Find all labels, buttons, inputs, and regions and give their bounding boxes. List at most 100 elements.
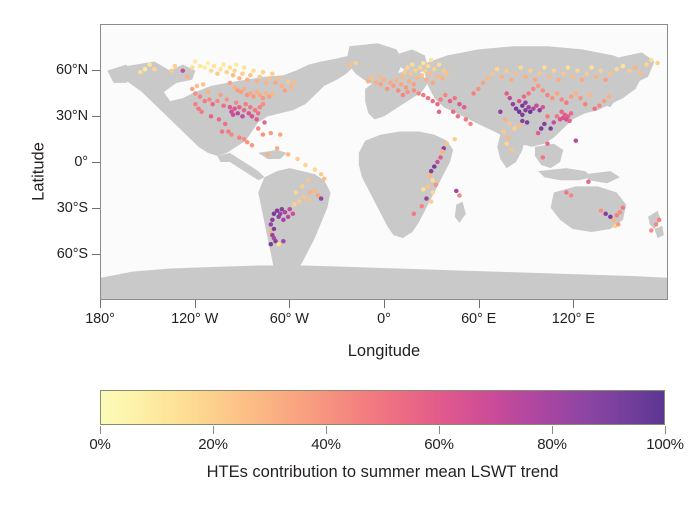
data-point [210, 101, 215, 107]
data-point [215, 71, 220, 76]
data-point [237, 104, 242, 110]
data-point [620, 63, 626, 69]
y-tick-label: 60°N [56, 62, 88, 78]
data-point [169, 68, 175, 73]
data-point [450, 109, 456, 114]
y-tick-label: 30°S [56, 200, 88, 216]
x-tick-label: 120° E [551, 311, 595, 327]
data-point [235, 111, 241, 116]
data-point [295, 156, 300, 162]
data-point [570, 74, 575, 79]
x-tick-label: 120° W [171, 311, 219, 327]
data-point [644, 62, 649, 67]
data-point [216, 117, 222, 122]
data-point [520, 118, 525, 124]
data-point [251, 68, 256, 73]
data-point [513, 71, 519, 76]
data-point [205, 60, 211, 66]
data-point [406, 79, 412, 84]
data-point [391, 83, 396, 89]
data-point [276, 76, 281, 81]
data-point [436, 109, 442, 114]
data-point [249, 143, 255, 148]
data-point [205, 89, 211, 95]
data-point [224, 69, 230, 75]
africa [358, 131, 454, 239]
data-point [268, 130, 274, 136]
australia [550, 186, 627, 233]
alaska [107, 64, 136, 83]
data-point [240, 71, 245, 76]
data-point [244, 140, 250, 145]
data-point [524, 120, 530, 125]
data-point [353, 60, 358, 66]
data-point [655, 60, 660, 66]
data-point [584, 71, 590, 76]
data-point [237, 135, 242, 140]
data-point [436, 62, 442, 67]
x-tick-label: 60° W [269, 311, 309, 327]
data-point [270, 71, 275, 76]
data-point [172, 63, 178, 69]
data-point [648, 228, 654, 233]
data-point [565, 65, 571, 70]
data-point [246, 111, 252, 116]
x-tick-label: 0° [377, 311, 391, 327]
colorbar-title: HTEs contribution to summer mean LSWT tr… [206, 463, 559, 481]
y-tick-mark [92, 116, 100, 117]
data-point [402, 69, 407, 75]
data-point [276, 241, 281, 247]
data-point [626, 68, 632, 73]
data-point [430, 80, 436, 86]
data-point [537, 71, 542, 76]
data-point [425, 63, 431, 69]
data-point [208, 114, 214, 119]
map-panel[interactable] [100, 24, 668, 300]
data-point [428, 57, 434, 63]
data-point [548, 126, 553, 131]
data-point [603, 211, 608, 216]
data-point [598, 68, 604, 73]
landmass-layer [101, 43, 667, 299]
data-point [527, 109, 533, 114]
data-point [142, 66, 148, 72]
data-point [315, 193, 321, 198]
y-tick-label: 60°S [56, 246, 88, 262]
data-point [443, 92, 448, 98]
data-point [227, 80, 233, 86]
data-point [421, 92, 426, 98]
data-point [523, 108, 528, 113]
data-point [301, 194, 307, 200]
data-point [421, 187, 426, 192]
data-point [413, 68, 418, 73]
data-point [430, 178, 436, 183]
data-point [417, 65, 423, 70]
x-tick-mark [289, 300, 291, 308]
data-point [241, 136, 247, 142]
data-point [559, 109, 564, 114]
madagascar [454, 201, 466, 223]
colorbar-tick-label: 60% [424, 436, 454, 453]
colorbar-gradient [100, 390, 665, 425]
data-point [318, 171, 324, 177]
data-point [138, 69, 143, 75]
data-point [504, 141, 509, 146]
data-point [428, 199, 434, 204]
data-point [587, 92, 593, 98]
data-point [263, 80, 269, 86]
data-point [226, 129, 231, 134]
data-point [586, 179, 591, 184]
data-point [428, 168, 434, 174]
colorbar-tick-mark [213, 426, 214, 434]
colorbar-tick-label: 0% [89, 436, 111, 453]
data-point [534, 103, 539, 108]
data-point [265, 152, 270, 157]
colorbar-tick-mark [552, 426, 553, 434]
data-point [221, 62, 226, 67]
data-point [262, 120, 267, 125]
data-point [411, 211, 417, 216]
data-point [229, 132, 234, 137]
data-point [373, 80, 379, 86]
data-point [405, 89, 410, 95]
